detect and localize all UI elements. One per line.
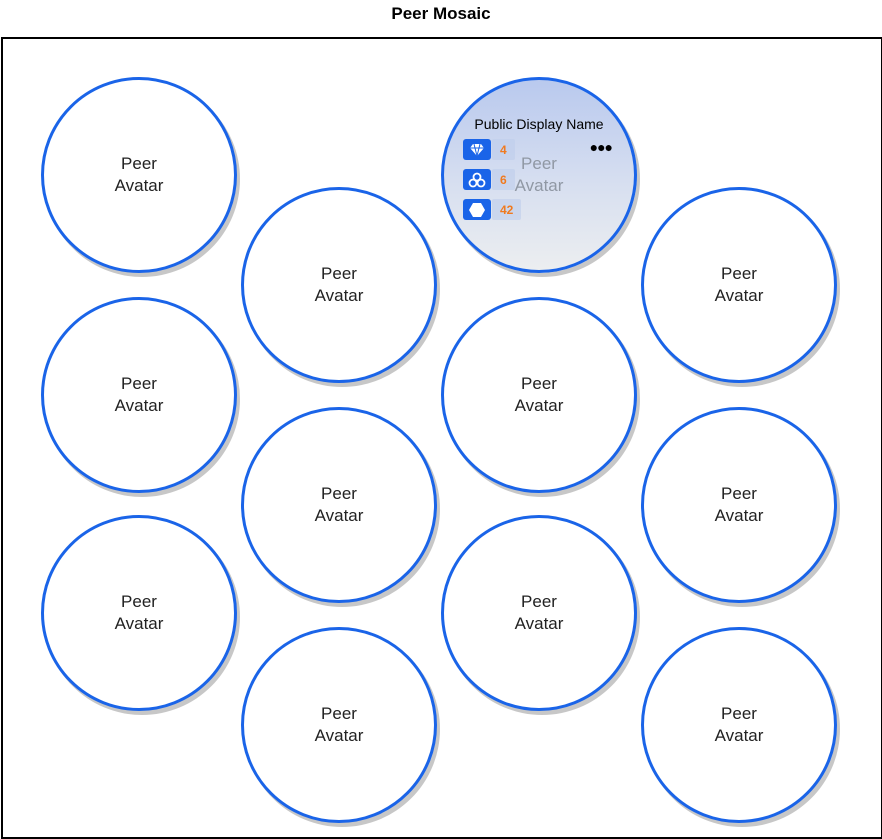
peer-avatar[interactable]: Peer Avatar [241,187,437,383]
stat-value: 4 [492,139,515,160]
peer-avatar[interactable]: Peer Avatar [641,627,837,823]
stat-badge: 42 [463,199,522,220]
peer-avatar[interactable]: Peer Avatar [41,77,237,273]
peer-avatar[interactable]: Peer Avatar [41,297,237,493]
peer-avatar-label: Peer Avatar [114,374,164,415]
peer-info-overlay: Public Display Name ●●● 4 6 [444,80,634,270]
stat-badge: 4 [463,139,515,160]
stat-value: 6 [492,169,515,190]
peer-avatar-label: Peer Avatar [314,264,364,305]
more-icon[interactable]: ●●● [589,139,613,155]
peer-avatar-label: Peer Avatar [114,592,164,633]
peer-avatar[interactable]: Peer Avatar [41,515,237,711]
peer-avatar-label: Peer Avatar [314,704,364,745]
peer-avatar[interactable]: Peer Avatar [241,407,437,603]
page-title: Peer Mosaic [391,4,491,23]
public-display-name: Public Display Name [474,116,604,132]
peer-avatar-label: Peer Avatar [114,154,164,195]
diamond-icon [463,139,491,160]
cluster-icon [463,169,491,190]
peer-avatar-label: Peer Avatar [714,704,764,745]
peer-avatar-label: Peer Avatar [714,484,764,525]
peer-avatar-label: Peer Avatar [514,154,564,195]
stat-badge: 6 [463,169,515,190]
peer-avatar[interactable]: Peer Avatar [641,407,837,603]
peer-avatar-label: Peer Avatar [514,374,564,415]
peer-avatar-label: Peer Avatar [314,484,364,525]
peer-avatar[interactable]: Peer Avatar [441,297,637,493]
peer-avatar-label: Peer Avatar [714,264,764,305]
peer-avatar[interactable]: Peer Avatar [441,515,637,711]
peer-avatar[interactable]: Peer Avatar [641,187,837,383]
active-peer-avatar[interactable]: Peer Avatar Public Display Name ●●● 4 [441,77,637,273]
stat-value: 42 [492,199,522,220]
peer-avatar-label: Peer Avatar [514,592,564,633]
hexagon-icon [463,199,491,220]
peer-avatar[interactable]: Peer Avatar [241,627,437,823]
